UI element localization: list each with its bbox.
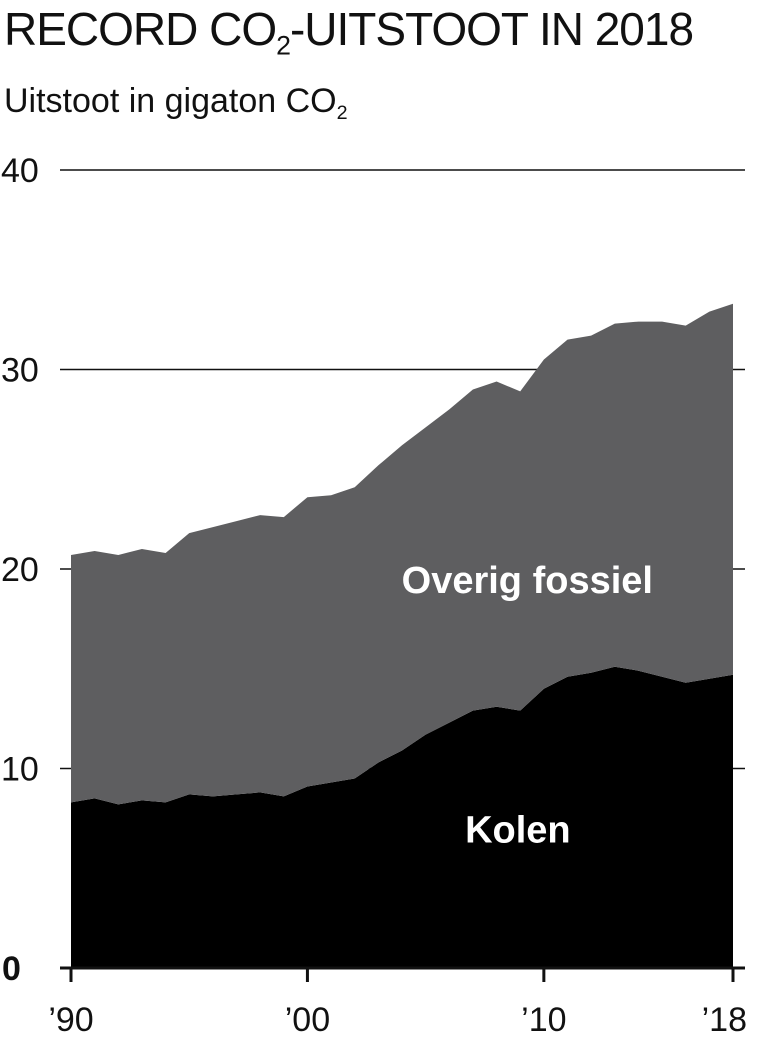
x-tick-label: ’90 (48, 1001, 93, 1039)
x-tick-label: ’10 (521, 1001, 566, 1039)
chart-title-rest: -UITSTOOT IN 2018 (289, 3, 694, 55)
y-tick-label: 0 (2, 950, 21, 988)
y-tick-label: 40 (1, 152, 39, 190)
area-overig-fossiel (71, 303, 733, 805)
y-tick-label: 30 (1, 352, 39, 390)
chart-subtitle-subscript: 2 (336, 101, 348, 124)
tick-labels: ’90 ’00 ’10 ’18 0 10 20 30 40 (1, 152, 747, 1039)
chart-subtitle: Uitstoot in gigaton CO2 (4, 84, 348, 124)
axes (60, 966, 745, 982)
chart-subtitle-main: Uitstoot in gigaton CO (4, 82, 337, 120)
area-series (71, 303, 733, 968)
chart-title-main: RECORD CO (4, 3, 277, 55)
area-kolen (71, 666, 733, 968)
x-tick-label: ’18 (702, 1001, 747, 1039)
area-label-kolen: Kolen (465, 809, 571, 851)
y-tick-label: 10 (1, 751, 39, 789)
area-label-overig-fossiel: Overig fossiel (402, 560, 653, 602)
x-tick-label: ’00 (285, 1001, 330, 1039)
chart-title-subscript: 2 (276, 30, 291, 61)
chart-title: RECORD CO2-UITSTOOT IN 2018 (4, 3, 694, 61)
area-labels: Overig fossiel Kolen (402, 560, 653, 851)
y-tick-label: 20 (1, 551, 39, 589)
